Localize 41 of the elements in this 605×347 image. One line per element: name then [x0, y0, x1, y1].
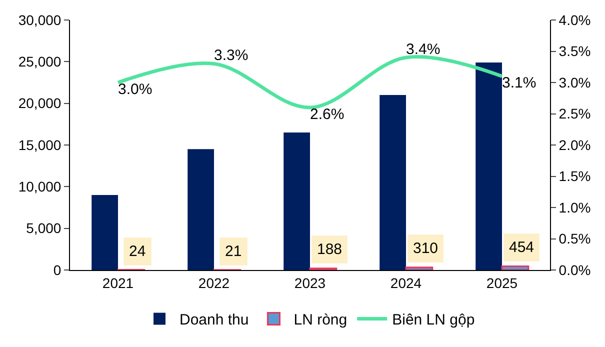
data-label: 454 [509, 239, 534, 256]
y2-tick-label: 0.5% [558, 230, 591, 247]
y2-tick-label: 1.5% [558, 168, 591, 184]
x-tick-label: 2025 [486, 274, 518, 291]
x-tick-label: 2021 [102, 274, 134, 291]
y2-tick-label: 3.0% [558, 74, 591, 90]
bar [284, 132, 310, 270]
data-label: 3.1% [502, 74, 536, 92]
x-tick-label: 2022 [198, 274, 230, 291]
bar [476, 62, 502, 270]
data-label: 3.3% [214, 47, 248, 64]
y2-tick-label: 1.0% [558, 199, 591, 216]
y-tick-label: 5,000 [26, 220, 62, 236]
y2-tick-label: 2.5% [558, 106, 591, 122]
x-tick-label: 2024 [390, 274, 422, 291]
y2-tick-label: 4.0% [558, 12, 591, 28]
y2-tick-label: 2.0% [558, 136, 591, 153]
y2-tick-label: 3.5% [558, 43, 591, 60]
y2-tick-label: 0.0% [558, 262, 591, 278]
bar [380, 95, 406, 270]
bar [501, 265, 530, 270]
y-tick-label: 0 [53, 262, 62, 278]
data-label: 21 [225, 243, 242, 260]
bar [405, 266, 434, 270]
legend-label: Biên LN gộp [392, 312, 475, 329]
bar [188, 149, 214, 270]
data-label: 3.4% [406, 40, 440, 58]
legend-label: Doanh thu [180, 312, 249, 329]
data-label: 310 [413, 240, 438, 257]
data-label: 24 [129, 243, 146, 260]
legend-label: LN ròng [294, 312, 348, 329]
y-tick-label: 10,000 [18, 178, 62, 195]
y-tick-label: 15,000 [18, 136, 62, 153]
y-tick-label: 20,000 [18, 95, 62, 112]
y-tick-label: 25,000 [18, 54, 62, 70]
data-label: 188 [317, 241, 342, 258]
data-label: 2.6% [310, 106, 344, 123]
y-tick-label: 30,000 [18, 12, 62, 28]
data-label: 3.0% [118, 80, 152, 98]
x-tick-label: 2023 [294, 274, 326, 291]
bar [92, 195, 118, 270]
